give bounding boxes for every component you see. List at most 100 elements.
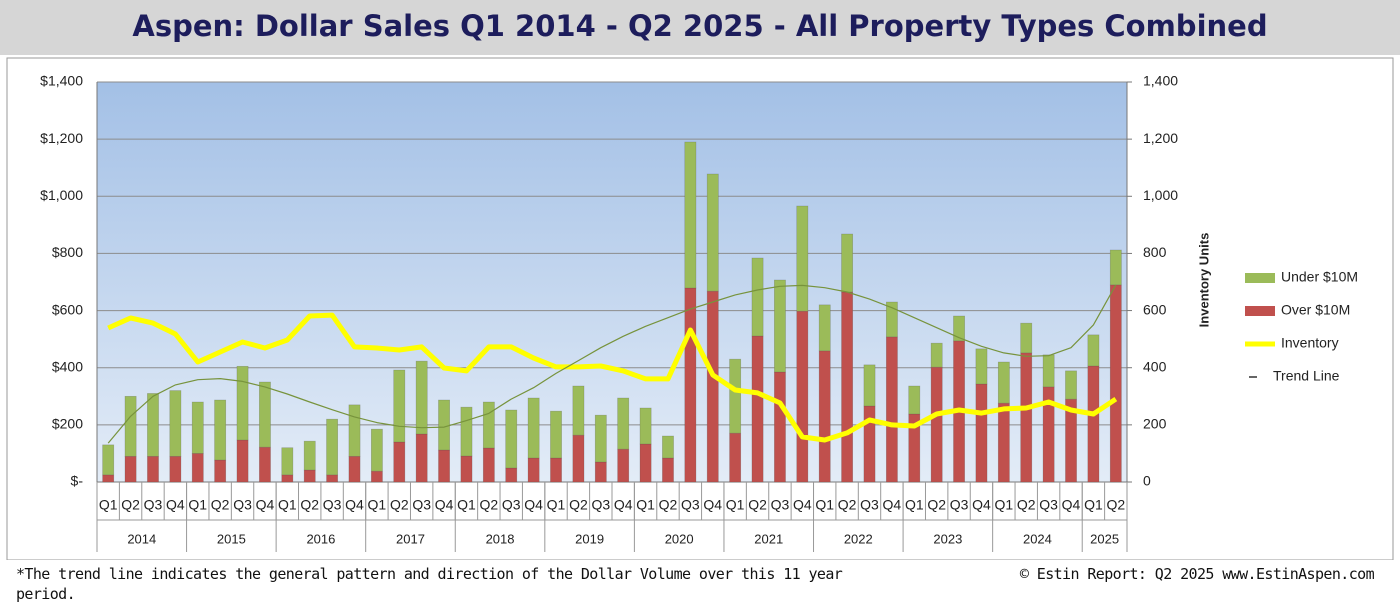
- y-tick-label: $400: [52, 358, 83, 374]
- bar: [191, 453, 204, 483]
- bar: [460, 406, 473, 457]
- bar: [729, 358, 742, 434]
- bar: [550, 410, 562, 459]
- bar: [482, 401, 495, 449]
- x-tick-label: Q2: [1106, 497, 1125, 513]
- bar: [370, 428, 383, 472]
- y2-tick-label: 1,000: [1143, 187, 1178, 203]
- bar: [684, 141, 697, 289]
- group-label: 2015: [217, 531, 246, 546]
- x-tick-label: Q2: [569, 497, 588, 513]
- bar: [1109, 249, 1122, 286]
- bar: [259, 446, 271, 483]
- y2-tick-label: 1,200: [1143, 130, 1178, 146]
- bar: [953, 315, 965, 342]
- chart: Inventory Units $- $200 $400 $600 $800 $1,000…: [6, 57, 1394, 560]
- bar: [102, 444, 115, 476]
- x-tick-label: Q1: [457, 497, 476, 513]
- y-tick-label: $-: [71, 473, 84, 489]
- x-tick-label: Q2: [659, 497, 678, 513]
- bar: [706, 290, 719, 483]
- y2-tick-label: 400: [1143, 358, 1167, 374]
- x-tick-label: Q3: [412, 497, 431, 513]
- bar: [236, 365, 249, 441]
- x-tick-label: Q1: [368, 497, 387, 513]
- y-tick-label: $600: [52, 301, 83, 317]
- y2-axis-title: Inventory Units: [1196, 233, 1211, 328]
- bar: [885, 301, 898, 338]
- bar: [505, 409, 518, 469]
- x-tick-label: Q3: [502, 497, 521, 513]
- x-tick-label: Q3: [1039, 497, 1058, 513]
- bar: [348, 455, 361, 483]
- plot-area: [97, 82, 1127, 482]
- bar: [594, 461, 607, 483]
- x-tick-label: Q2: [390, 497, 409, 513]
- bar: [438, 399, 450, 451]
- bar: [348, 404, 361, 457]
- x-tick-label: Q1: [99, 497, 118, 513]
- y-tick-label: $1,200: [40, 130, 83, 146]
- bar: [774, 279, 786, 373]
- x-tick-label: Q4: [256, 497, 275, 513]
- y2-tick-label: 0: [1143, 473, 1151, 489]
- y-tick-label: $200: [52, 416, 83, 432]
- bar: [460, 455, 473, 483]
- y-tick-label: $1,000: [40, 187, 83, 203]
- group-label: 2016: [306, 531, 335, 546]
- bar: [751, 335, 764, 483]
- x-tick-label: Q3: [144, 497, 163, 513]
- bar: [751, 257, 764, 337]
- bar: [303, 469, 316, 483]
- bar: [505, 467, 518, 483]
- x-tick-label: Q2: [927, 497, 946, 513]
- x-tick-label: Q2: [211, 497, 230, 513]
- group-label: 2017: [396, 531, 425, 546]
- x-tick-label: Q3: [233, 497, 252, 513]
- bar: [214, 459, 227, 483]
- bar: [1020, 322, 1033, 354]
- x-tick-label: Q4: [166, 497, 185, 513]
- bar: [124, 395, 137, 457]
- bar: [729, 432, 742, 483]
- group-label: 2025: [1090, 531, 1119, 546]
- x-tick-label: Q4: [435, 497, 454, 513]
- bar: [527, 397, 540, 459]
- group-label: 2020: [665, 531, 694, 546]
- bar: [572, 434, 585, 483]
- bar: [662, 457, 674, 483]
- x-tick-label: Q1: [905, 497, 924, 513]
- bar: [930, 366, 943, 483]
- y2-tick-label: 800: [1143, 244, 1167, 260]
- bar: [841, 233, 854, 293]
- bar: [281, 447, 294, 476]
- bar: [326, 418, 339, 476]
- x-tick-label: Q4: [883, 497, 902, 513]
- bar: [415, 360, 428, 435]
- y-tick-label: $800: [52, 244, 83, 260]
- group-label: 2014: [127, 531, 156, 546]
- x-tick-label: Q3: [771, 497, 790, 513]
- bar: [1109, 284, 1122, 483]
- x-tick-label: Q2: [121, 497, 140, 513]
- x-tick-label: Q2: [480, 497, 499, 513]
- x-tick-label: Q3: [860, 497, 879, 513]
- x-tick-label: Q4: [345, 497, 364, 513]
- group-label: 2022: [844, 531, 873, 546]
- bar: [997, 402, 1010, 483]
- bar: [885, 336, 898, 483]
- bar: [1087, 365, 1100, 483]
- x-tick-label: Q3: [681, 497, 700, 513]
- bar: [706, 173, 719, 292]
- bar: [617, 448, 630, 483]
- bar: [863, 405, 876, 483]
- bar: [214, 399, 227, 461]
- x-tick-label: Q4: [1062, 497, 1081, 513]
- y2-tick-label: 1,400: [1143, 73, 1178, 89]
- bar: [102, 474, 115, 483]
- bar: [662, 435, 674, 459]
- bar: [326, 474, 339, 483]
- bar: [908, 385, 921, 415]
- bar: [438, 449, 450, 483]
- bar: [191, 401, 204, 454]
